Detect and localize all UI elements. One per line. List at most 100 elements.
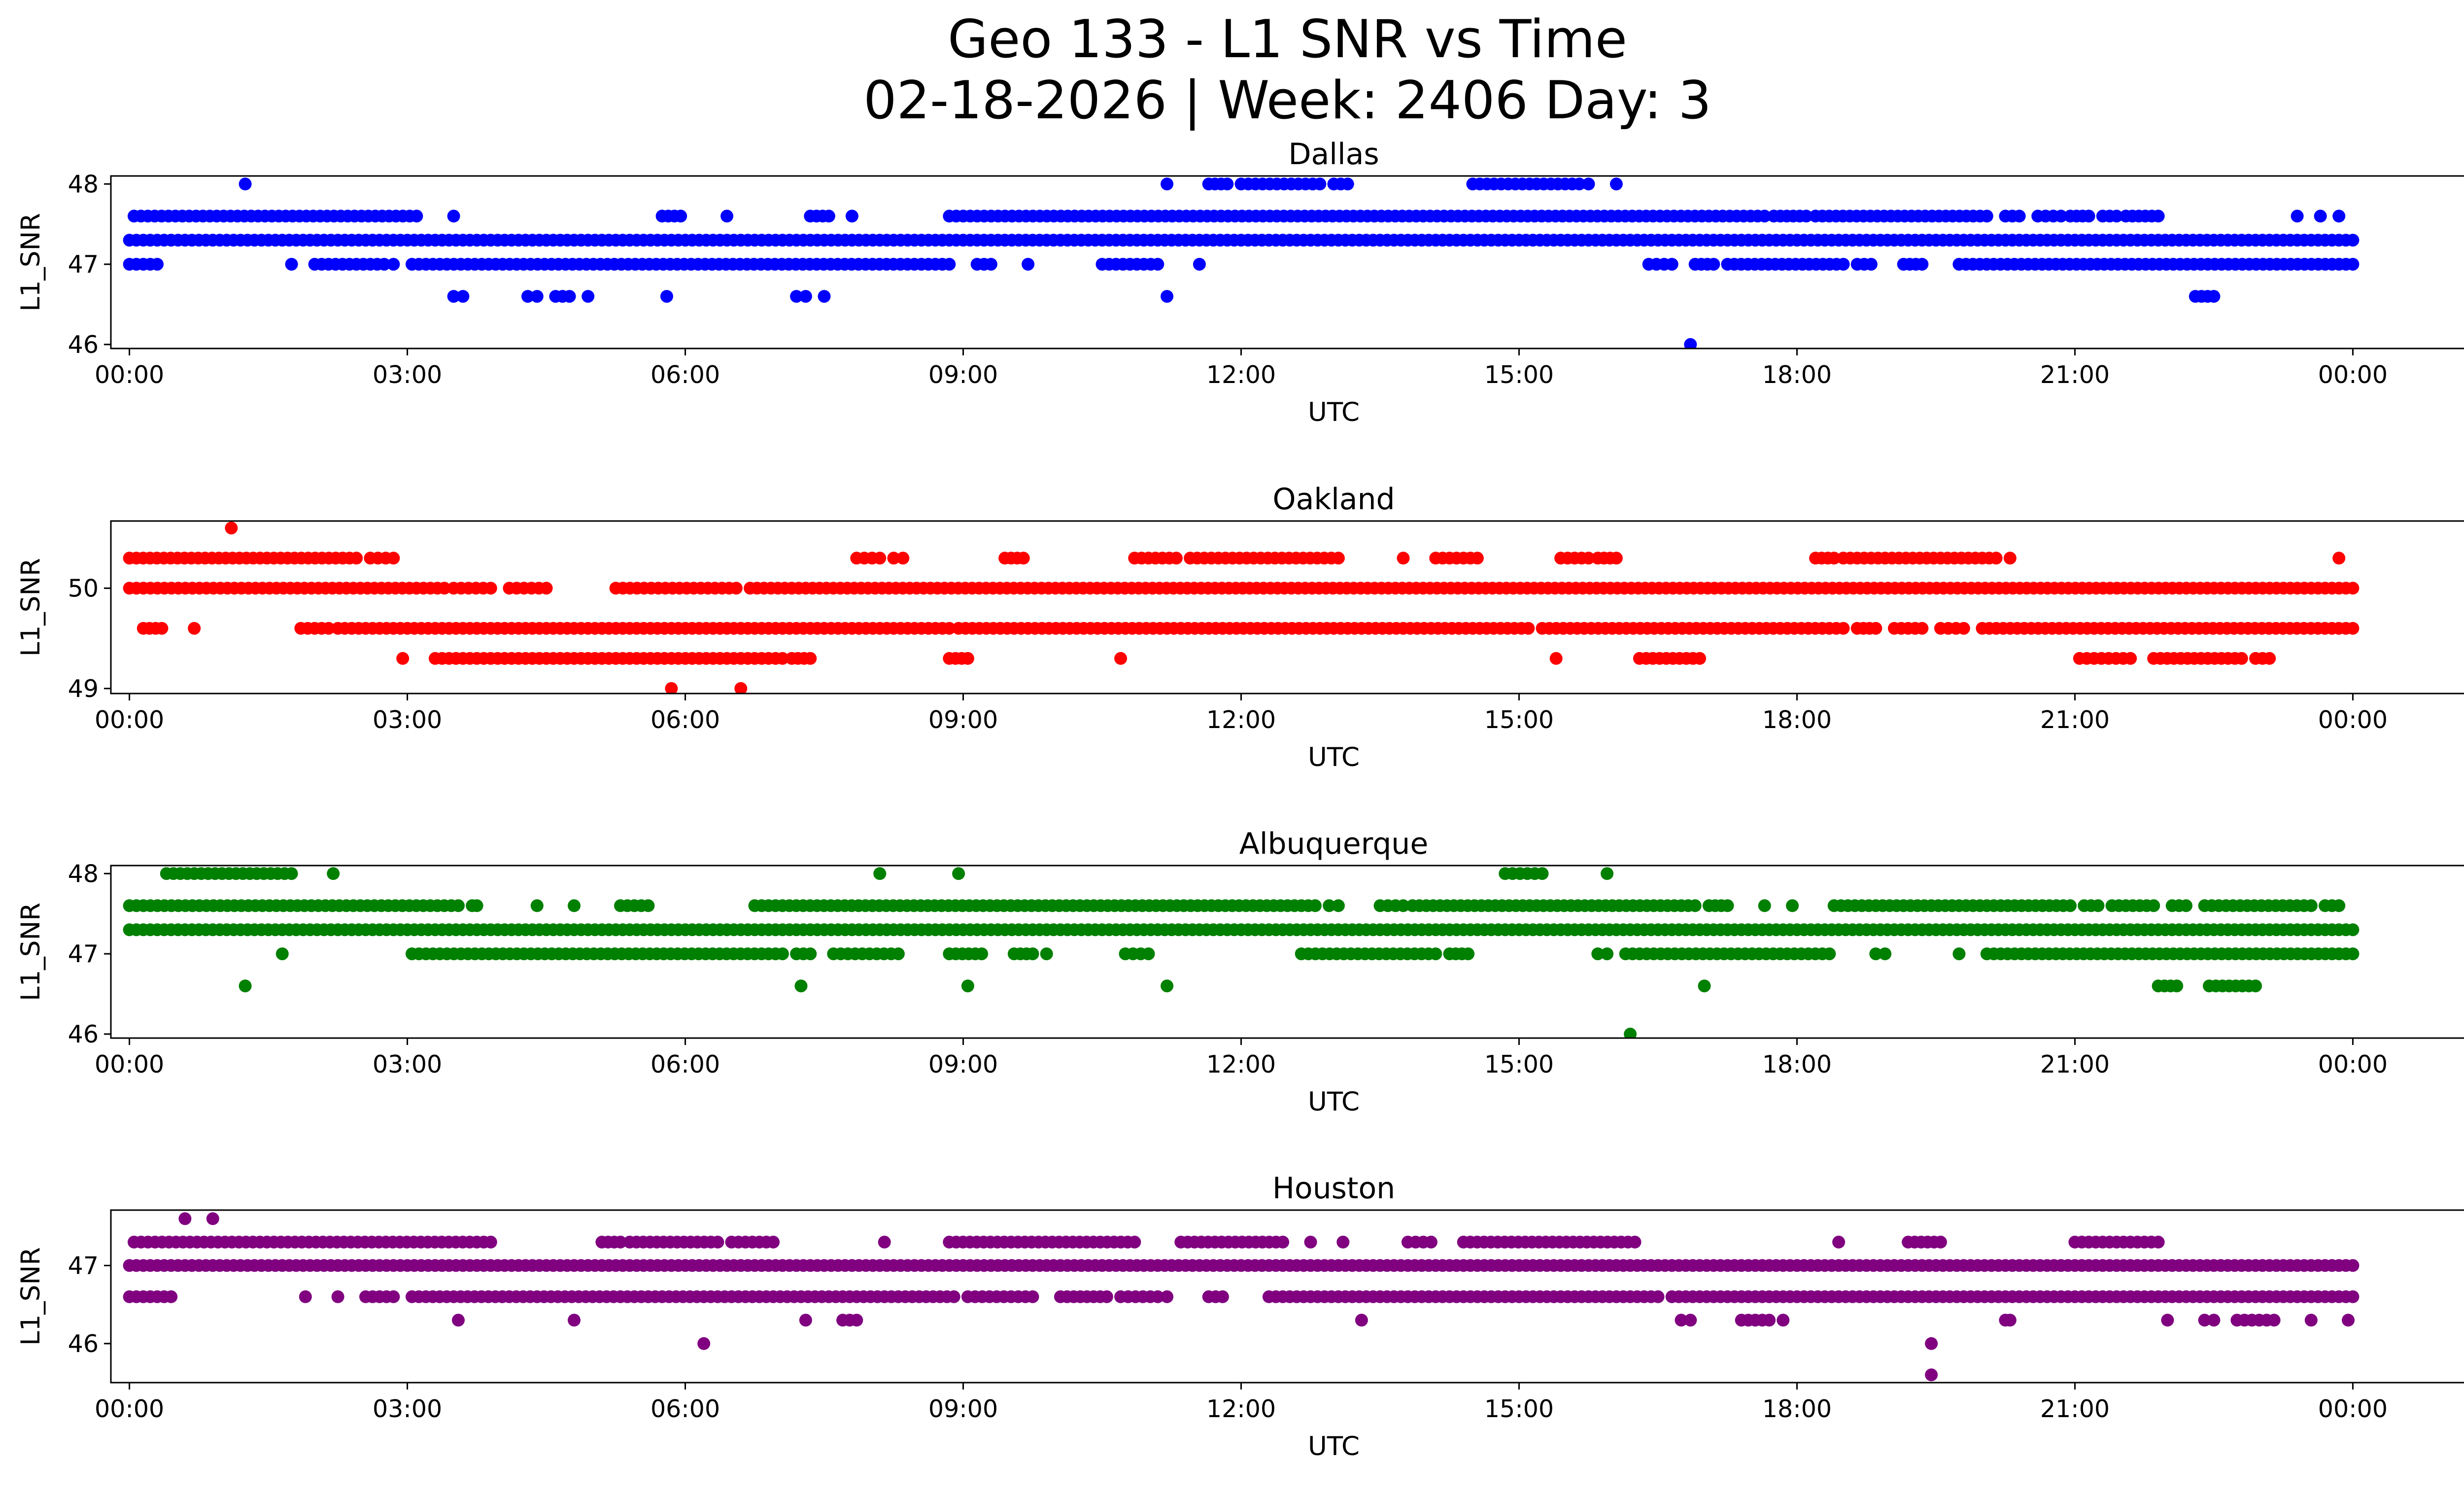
- data-point: [1017, 552, 1030, 565]
- data-point: [582, 290, 595, 303]
- axes-frame: [110, 175, 2464, 349]
- x-tick-label: 09:00: [928, 361, 998, 389]
- data-point: [878, 1235, 891, 1249]
- data-point: [2346, 582, 2360, 595]
- x-tick-label: 06:00: [650, 706, 720, 734]
- data-point: [1609, 552, 1623, 565]
- data-point: [1582, 552, 1595, 565]
- data-point: [1698, 979, 1711, 993]
- data-point: [822, 209, 835, 223]
- data-point: [568, 899, 581, 912]
- data-point: [225, 522, 238, 535]
- x-axis-label: UTC: [1308, 1087, 1360, 1117]
- x-tick-label: 09:00: [928, 706, 998, 734]
- x-tick-label: 12:00: [1206, 1050, 1276, 1078]
- data-point: [1837, 258, 1850, 271]
- data-point: [2346, 1259, 2360, 1272]
- x-tick-label: 09:00: [928, 1050, 998, 1078]
- data-point: [799, 290, 812, 303]
- data-point: [2091, 899, 2105, 912]
- data-point: [1424, 1235, 1437, 1249]
- data-point: [845, 209, 858, 223]
- data-point: [1934, 1235, 1947, 1249]
- x-tick-label: 03:00: [373, 361, 442, 389]
- data-point: [1869, 622, 1882, 635]
- data-point: [2346, 234, 2360, 247]
- data-point: [1601, 867, 1614, 880]
- data-point: [1624, 1027, 1637, 1038]
- data-point: [1989, 552, 2003, 565]
- y-tick-label: 48: [68, 170, 99, 198]
- data-point: [452, 899, 465, 912]
- data-point: [322, 622, 335, 635]
- data-point: [1925, 1368, 1938, 1382]
- y-axis-label: L1_SNR: [16, 558, 46, 657]
- data-point: [665, 682, 678, 694]
- data-point: [530, 899, 544, 912]
- data-points: [123, 867, 2360, 1038]
- subplot-albuquerque: Albuquerque 00:00 03:00 06:00 09:00 12:00 15:0…: [16, 827, 2464, 1117]
- data-point: [975, 947, 989, 961]
- subplot-title: Albuquerque: [1239, 827, 1429, 861]
- x-tick-label: 12:00: [1206, 361, 1276, 389]
- data-point: [178, 1212, 192, 1225]
- data-point: [818, 290, 831, 303]
- data-point: [1026, 1290, 1039, 1303]
- y-axis-label: L1_SNR: [16, 1247, 46, 1346]
- data-point: [1786, 899, 1799, 912]
- data-point: [396, 652, 410, 665]
- data-point: [1777, 1314, 1790, 1327]
- data-point: [2346, 622, 2360, 635]
- x-tick-label: 21:00: [2040, 706, 2110, 734]
- x-tick-label: 15:00: [1484, 706, 1554, 734]
- data-point: [387, 258, 400, 271]
- data-point: [2064, 899, 2077, 912]
- x-tick-label: 00:00: [2318, 1395, 2388, 1423]
- data-point: [1161, 177, 1174, 191]
- data-point: [2332, 209, 2346, 223]
- data-point: [1916, 622, 1929, 635]
- data-point: [1161, 290, 1174, 303]
- data-point: [2263, 652, 2276, 665]
- data-point: [568, 1314, 581, 1327]
- data-point: [2152, 1235, 2165, 1249]
- data-point: [2147, 899, 2160, 912]
- data-point: [2207, 1314, 2221, 1327]
- data-point: [1837, 622, 1850, 635]
- data-point: [1763, 1314, 1776, 1327]
- data-point: [711, 1235, 724, 1249]
- data-point: [1609, 177, 1623, 191]
- x-tick-label: 00:00: [2318, 1050, 2388, 1078]
- x-tick-label: 00:00: [2318, 361, 2388, 389]
- data-point: [1332, 899, 1345, 912]
- data-point: [1879, 947, 1892, 961]
- data-point: [734, 682, 748, 694]
- data-point: [1355, 1314, 1368, 1327]
- data-point: [1628, 1235, 1642, 1249]
- data-point: [1651, 1290, 1665, 1303]
- y-tick-label: 47: [68, 250, 99, 278]
- data-point: [2180, 899, 2192, 912]
- data-point: [452, 1314, 465, 1327]
- data-point: [2235, 652, 2248, 665]
- data-point: [410, 209, 423, 223]
- data-point: [2124, 652, 2137, 665]
- data-point: [239, 979, 252, 993]
- data-point: [540, 582, 553, 595]
- data-point: [1308, 899, 1322, 912]
- data-point: [1721, 899, 1734, 912]
- y-tick-label: 46: [68, 1020, 99, 1048]
- data-point: [1336, 1235, 1350, 1249]
- data-point: [1323, 899, 1336, 912]
- data-point: [1823, 947, 1836, 961]
- data-point: [331, 1290, 344, 1303]
- data-point: [2346, 947, 2360, 961]
- data-point: [2054, 209, 2068, 223]
- x-tick-label: 00:00: [95, 1050, 164, 1078]
- data-point: [1304, 1235, 1317, 1249]
- data-point: [1693, 652, 1707, 665]
- data-point: [2249, 979, 2262, 993]
- x-tick-label: 18:00: [1762, 1050, 1832, 1078]
- y-tick-label: 49: [68, 675, 99, 703]
- x-tick-label: 06:00: [650, 1395, 720, 1423]
